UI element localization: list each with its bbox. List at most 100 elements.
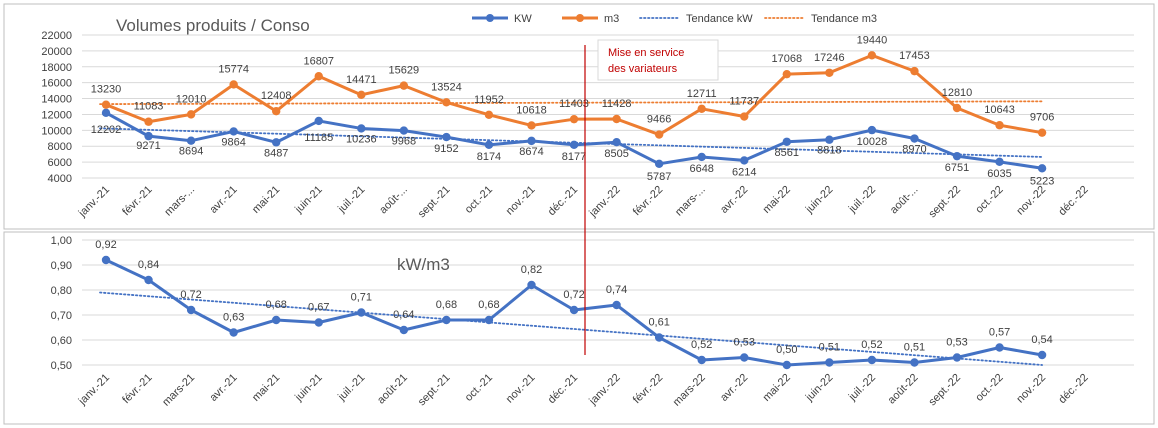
data-label: 0,68 — [436, 299, 457, 311]
bottom-trendlines — [99, 291, 1043, 366]
data-point — [782, 69, 791, 79]
legend-label: Tendance kW — [686, 13, 753, 25]
data-label: 11952 — [474, 94, 504, 106]
annotation-line-1: Mise en service — [608, 47, 684, 59]
data-label: 10643 — [984, 104, 1015, 116]
annotation-box — [597, 39, 719, 81]
data-label: 0,84 — [138, 259, 159, 271]
data-label: 8487 — [264, 147, 288, 159]
data-point — [654, 130, 664, 139]
data-label: 0,52 — [691, 339, 712, 351]
data-label: 19440 — [857, 34, 888, 46]
data-point — [101, 100, 111, 109]
data-point — [484, 110, 494, 120]
data-label: 8818 — [817, 145, 841, 157]
data-point — [484, 140, 494, 150]
data-label: 0,50 — [776, 344, 797, 356]
bottom-chart-title: kW/m3 — [397, 255, 450, 274]
top-chart-title: Volumes produits / Conso — [116, 16, 310, 35]
data-label: 10236 — [346, 133, 377, 145]
data-label: 17453 — [899, 50, 930, 62]
data-point — [442, 98, 451, 107]
data-label: 0,72 — [563, 289, 584, 301]
y-tick-label: 0,60 — [51, 335, 72, 347]
y-tick-label: 10000 — [41, 125, 72, 137]
data-point — [229, 127, 238, 136]
data-point — [186, 110, 196, 119]
data-label: 0,71 — [351, 292, 372, 304]
data-point — [527, 121, 536, 130]
y-tick-label: 1,00 — [51, 235, 72, 247]
data-point — [272, 107, 281, 116]
bottom-y-axis-ticks: 0,50 0,60 0,70 0,80 0,90 1,00 — [51, 235, 72, 372]
data-point — [229, 80, 238, 89]
data-label: 8674 — [519, 146, 543, 158]
data-label: 6214 — [732, 166, 756, 178]
data-point — [101, 108, 111, 118]
data-point — [399, 81, 409, 90]
top-legend: KW m3 Tendance kW Tendance m3 — [472, 13, 877, 25]
trendline-tendance — [99, 291, 1043, 366]
data-point — [910, 358, 919, 367]
data-point — [272, 315, 281, 325]
data-label: 15629 — [389, 65, 420, 77]
data-point — [1037, 128, 1047, 137]
bottom-data-labels: 0,92 0,84 0,72 0,63 0,68 0,67 0,71 0,64 0,68 0,68… — [95, 239, 1053, 356]
data-label: 0,67 — [308, 302, 329, 314]
y-tick-label: 22000 — [41, 30, 72, 42]
data-point — [569, 114, 579, 124]
data-label: 11428 — [602, 98, 632, 110]
data-label: 17246 — [814, 52, 845, 64]
data-label: 12202 — [91, 124, 122, 136]
data-point — [314, 318, 323, 327]
data-label: 0,53 — [946, 337, 967, 349]
data-point — [952, 103, 962, 113]
data-point — [654, 159, 664, 169]
data-point — [740, 112, 749, 121]
data-point — [995, 157, 1004, 167]
y-tick-label: 16000 — [41, 78, 72, 90]
data-point — [782, 137, 791, 146]
data-label: 5223 — [1030, 175, 1054, 187]
data-label: 11185 — [304, 132, 333, 144]
data-point — [527, 136, 536, 146]
data-label: 8970 — [902, 144, 926, 156]
y-tick-label: 20000 — [41, 46, 72, 58]
data-label: 0,82 — [521, 264, 542, 276]
data-point — [782, 360, 791, 370]
data-label: 0,72 — [180, 289, 201, 301]
data-label: 0,53 — [734, 337, 755, 349]
data-label: 5787 — [647, 171, 671, 183]
data-label: 9271 — [136, 140, 160, 152]
data-label: 9706 — [1030, 112, 1054, 124]
data-point — [442, 132, 451, 142]
data-label: 9864 — [221, 136, 245, 148]
data-point — [910, 66, 919, 76]
data-label: 8505 — [604, 148, 628, 160]
y-tick-label: 6000 — [48, 157, 72, 169]
data-point — [357, 90, 366, 100]
bottom-gridlines — [82, 239, 1134, 366]
data-point — [612, 138, 621, 147]
data-point — [144, 117, 153, 126]
data-label: 0,92 — [95, 239, 116, 251]
data-label: 8561 — [775, 147, 799, 159]
data-label: 10618 — [516, 104, 547, 116]
y-tick-label: 4000 — [48, 173, 72, 185]
data-point — [995, 343, 1004, 352]
legend-label: KW — [514, 13, 532, 25]
y-tick-label: 0,90 — [51, 260, 72, 272]
data-point — [825, 135, 834, 144]
data-label: 6648 — [689, 163, 713, 175]
data-label: 0,51 — [904, 342, 925, 354]
data-point — [952, 353, 962, 362]
trendline-tendance-m3 — [99, 100, 1043, 106]
bottom-series — [101, 255, 1047, 370]
y-tick-label: 14000 — [41, 94, 72, 106]
data-label: 16807 — [303, 55, 334, 67]
legend-swatch-marker — [486, 14, 494, 22]
data-point — [399, 325, 409, 335]
data-label: 9466 — [647, 114, 671, 126]
data-label: 0,51 — [819, 342, 840, 354]
data-label: 14471 — [346, 74, 377, 86]
